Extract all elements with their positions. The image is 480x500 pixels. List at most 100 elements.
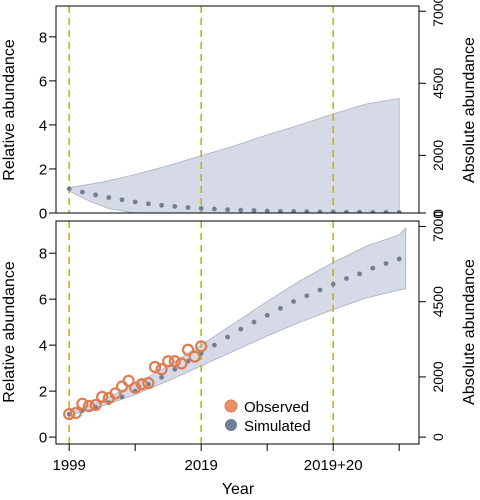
top-simulated-point [146,201,151,207]
top-simulated-point [238,207,244,213]
top-plot-frame [55,5,420,214]
bot-observed-point [82,399,96,413]
bot-simulated-point [370,265,376,271]
legend-observed-label: Observed [244,399,309,416]
top-right-tick-label: 7000 [430,0,446,27]
bot-right-tick-label: 2000 [430,361,446,392]
top-simulated-point [106,195,112,200]
bottom-observed-series [63,340,208,421]
bot-observed-point [115,380,129,393]
top-right-axis: 0 2000 4500 7000 [419,0,446,217]
bot-simulated-point [225,334,231,340]
top-y-axis-label: Relative abundance [1,39,18,181]
x-axis: 1999 2019 2019+20 [53,444,400,474]
legend-simulated-marker [225,419,237,431]
bot-left-tick-label: 2 [39,384,47,401]
top-simulated-point [66,186,72,192]
bot-observed-point [122,374,135,387]
top-reference-lines [68,6,335,213]
x-axis-label: Year [222,481,255,498]
top-right-tick-label: 4500 [430,68,446,99]
legend-simulated-label: Simulated [244,418,311,435]
top-simulated-point [172,203,178,209]
top-simulated-point [80,189,85,195]
top-left-axis: 0 2 4 6 8 [39,29,56,223]
bot-simulated-point [330,281,336,287]
legend: Observed Simulated [224,399,311,435]
top-left-tick-label: 2 [39,161,47,178]
bot-simulated-point [159,374,165,380]
bottom-reference-lines [68,221,335,444]
x-tick-label: 1999 [53,457,86,474]
top-simulated-point [159,202,165,208]
top-simulated-point [330,209,336,213]
bot-simulated-point [172,366,178,372]
bot-observed-point [188,350,201,363]
top-simulated-point [396,209,402,213]
bot-left-tick-label: 4 [39,338,47,355]
bot-observed-point [175,357,188,370]
bot-right-tick-label: 0 [430,433,446,441]
bot-simulated-point [317,287,323,293]
bot-simulated-point [251,319,257,325]
top-simulated-point [198,205,204,211]
bot-simulated-point [383,261,389,266]
top-right-tick-label: 2000 [430,140,446,171]
x-tick-label: 2019+20 [304,457,363,474]
top-band-area [68,98,400,213]
bot-observed-point [129,381,142,394]
bottom-simulation-band [68,226,407,416]
bot-simulated-point [264,312,270,318]
bot-observed-point [89,398,102,412]
bot-simulated-point [344,276,349,281]
bot-right-tick-label: 7000 [430,211,446,242]
bot-observed-point [109,387,122,400]
top-simulated-point [278,208,283,213]
bot-observed-point [69,406,82,420]
top-simulated-point [225,207,231,213]
top-simulated-point [344,209,349,213]
bot-left-tick-label: 6 [39,292,47,309]
top-simulated-point [132,199,138,205]
top-simulated-point [317,209,323,213]
bot-observed-point [195,340,208,353]
bot-simulated-point [396,256,402,262]
bot-observed-point [168,355,181,368]
top-simulated-point [185,205,191,210]
bot-simulated-point [212,342,217,348]
bottom-plot-frame [55,220,420,445]
bottom-right-y-axis-label: Absolute abundance [461,259,478,405]
bot-band-area [68,226,407,416]
bot-right-tick-label: 4500 [430,286,446,317]
top-simulated-point [93,192,98,198]
bot-observed-point [135,378,148,391]
bot-left-tick-label: 0 [39,430,47,447]
top-simulation-band [68,98,400,213]
bot-simulated-point [291,299,296,304]
bot-simulated-point [357,271,362,277]
top-simulated-point [304,209,310,213]
top-left-tick-label: 0 [39,206,47,223]
bot-observed-point [63,408,76,421]
bot-observed-point [148,360,162,374]
bottom-right-axis: 0 2000 4500 7000 [419,211,446,441]
top-simulated-point [370,209,376,213]
top-simulated-point [383,209,389,213]
top-simulated-series [66,186,402,213]
bot-observed-point [162,355,175,368]
bottom-left-axis: 0 2 4 6 8 [39,246,56,447]
top-left-tick-label: 4 [39,117,47,134]
bot-observed-point [96,390,109,403]
top-simulated-point [291,209,296,213]
top-simulated-point [119,197,125,203]
top-right-y-axis-label: Absolute abundance [461,37,478,183]
bottom-y-axis-label: Relative abundance [1,261,18,403]
bot-simulated-point [238,326,244,332]
top-simulated-point [357,209,362,213]
bot-simulated-point [304,293,310,299]
bot-observed-point [142,376,155,390]
top-simulated-point [251,208,257,213]
top-simulated-point [212,206,217,212]
top-simulated-point [264,208,270,213]
